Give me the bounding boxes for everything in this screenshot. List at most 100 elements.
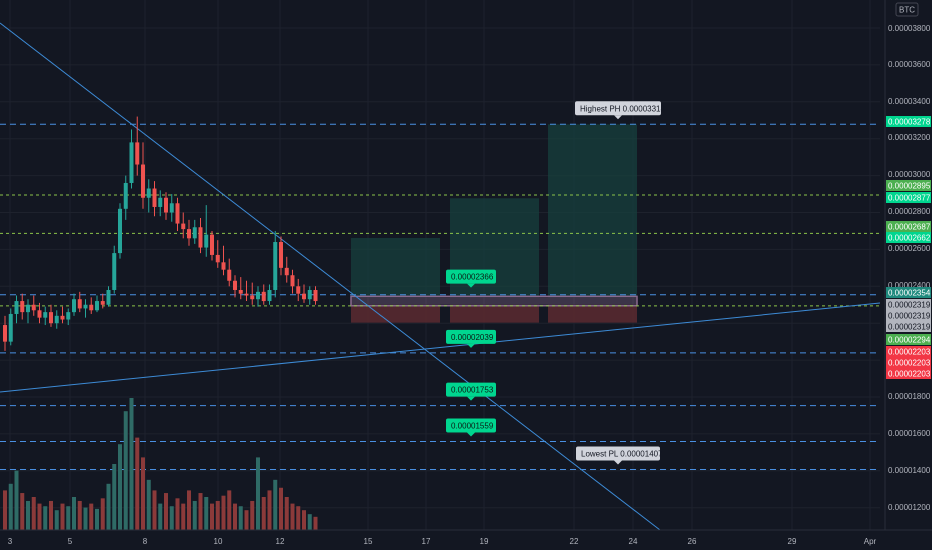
price-tag[interactable]: 0.00002877: [886, 192, 931, 203]
price-tag[interactable]: 0.00002319: [886, 321, 931, 332]
candle-body[interactable]: [164, 197, 168, 213]
candle-body[interactable]: [3, 325, 7, 342]
stop-zone[interactable]: [548, 304, 637, 323]
candle-body[interactable]: [77, 299, 82, 309]
candle-body[interactable]: [135, 142, 140, 165]
candle-body[interactable]: [215, 254, 220, 263]
price-tag[interactable]: 0.00002203: [886, 368, 931, 379]
candle-body[interactable]: [233, 280, 237, 290]
y-tick-label: 0.00003600: [888, 60, 931, 69]
level-callout[interactable]: 0.00002366: [446, 269, 496, 288]
x-tick-label: 12: [276, 537, 285, 546]
price-tag[interactable]: 0.00002203: [886, 346, 931, 357]
level-callout[interactable]: 0.00001753: [446, 382, 496, 401]
volume-bar: [238, 506, 243, 530]
price-tag[interactable]: 0.00002203: [886, 357, 931, 368]
candle-body[interactable]: [141, 164, 145, 198]
extreme-callout[interactable]: Lowest PL 0.00001407: [576, 446, 663, 465]
candle-body[interactable]: [250, 295, 255, 300]
candle-body[interactable]: [198, 227, 203, 248]
candle-body[interactable]: [187, 229, 191, 239]
candle-body[interactable]: [279, 242, 283, 268]
candle-body[interactable]: [89, 304, 94, 311]
candle-body[interactable]: [8, 313, 13, 342]
price-axis[interactable]: [885, 0, 932, 550]
candle-body[interactable]: [100, 301, 105, 305]
volume-bar: [129, 398, 134, 530]
volume-bar: [146, 479, 151, 530]
x-tick-label: 26: [688, 537, 697, 546]
candle-body[interactable]: [49, 312, 53, 324]
candle-body[interactable]: [60, 315, 65, 320]
volume-bar: [261, 497, 266, 530]
callout-box: [446, 418, 496, 433]
candle-body[interactable]: [210, 234, 214, 255]
candle-body[interactable]: [238, 289, 243, 294]
candle-body[interactable]: [181, 223, 186, 230]
target-zone[interactable]: [351, 237, 440, 298]
candle-body[interactable]: [152, 188, 157, 207]
descending-trendline[interactable]: [0, 22, 661, 531]
price-tag[interactable]: 0.00002319: [886, 299, 931, 310]
candle-body[interactable]: [307, 289, 312, 300]
candle-body[interactable]: [296, 286, 301, 294]
candle-body[interactable]: [20, 301, 25, 313]
candle-body[interactable]: [221, 262, 226, 270]
candle-body[interactable]: [204, 234, 209, 248]
ascending-trendline[interactable]: [0, 302, 881, 393]
candle-body[interactable]: [123, 182, 128, 209]
extreme-callout[interactable]: Highest PH 0.00003318: [575, 101, 666, 120]
price-tag[interactable]: 0.00002895: [886, 180, 931, 191]
price-tag[interactable]: 0.00003278: [886, 116, 931, 127]
candle-body[interactable]: [273, 242, 278, 290]
candle-body[interactable]: [95, 301, 99, 311]
candle-body[interactable]: [158, 197, 163, 207]
candle-body[interactable]: [261, 291, 266, 302]
candle-body[interactable]: [313, 289, 318, 302]
volume-bar: [135, 437, 140, 530]
candle-body[interactable]: [146, 188, 151, 198]
candle-body[interactable]: [106, 289, 111, 305]
y-tick-label: 0.00002800: [888, 207, 931, 216]
candle-body[interactable]: [129, 142, 134, 183]
level-callout[interactable]: 0.00001559: [446, 418, 496, 437]
price-tag[interactable]: 0.00002662: [886, 232, 931, 243]
candle-body[interactable]: [290, 275, 295, 287]
volume-bar: [307, 514, 312, 530]
stop-zone[interactable]: [351, 304, 440, 323]
candle-body[interactable]: [175, 203, 180, 224]
price-tag-box: [886, 334, 931, 345]
target-zone[interactable]: [548, 124, 637, 298]
candle-body[interactable]: [26, 304, 30, 313]
candle-body[interactable]: [284, 267, 289, 276]
candle-body[interactable]: [267, 289, 272, 302]
candle-body[interactable]: [227, 269, 232, 281]
candle-body[interactable]: [54, 315, 59, 324]
candle-body[interactable]: [302, 293, 306, 300]
price-tag[interactable]: 0.00002319: [886, 310, 931, 321]
stop-zone[interactable]: [450, 304, 539, 323]
x-tick-label: 8: [143, 537, 148, 546]
candle-body[interactable]: [83, 304, 88, 309]
candle-body[interactable]: [43, 312, 48, 318]
candle-body[interactable]: [66, 312, 71, 320]
candle-body[interactable]: [31, 304, 36, 311]
candle-body[interactable]: [256, 291, 260, 300]
price-tag[interactable]: 0.00002354: [886, 287, 931, 298]
price-tag[interactable]: 0.00002687: [886, 221, 931, 232]
level-callout[interactable]: 0.00002039: [446, 329, 496, 348]
candle-body[interactable]: [118, 208, 122, 254]
candle-body[interactable]: [37, 310, 42, 318]
volume-bar: [192, 500, 197, 530]
candle-body[interactable]: [244, 293, 249, 296]
candle-body[interactable]: [192, 227, 197, 239]
candle-body[interactable]: [169, 203, 174, 213]
volume-bar: [60, 503, 65, 530]
volume-bar: [123, 411, 128, 530]
candle-body[interactable]: [72, 299, 76, 313]
candle-body[interactable]: [14, 301, 19, 314]
x-tick-label: 29: [788, 537, 797, 546]
candle-body[interactable]: [112, 253, 117, 290]
price-tag[interactable]: 0.00002294: [886, 334, 931, 345]
